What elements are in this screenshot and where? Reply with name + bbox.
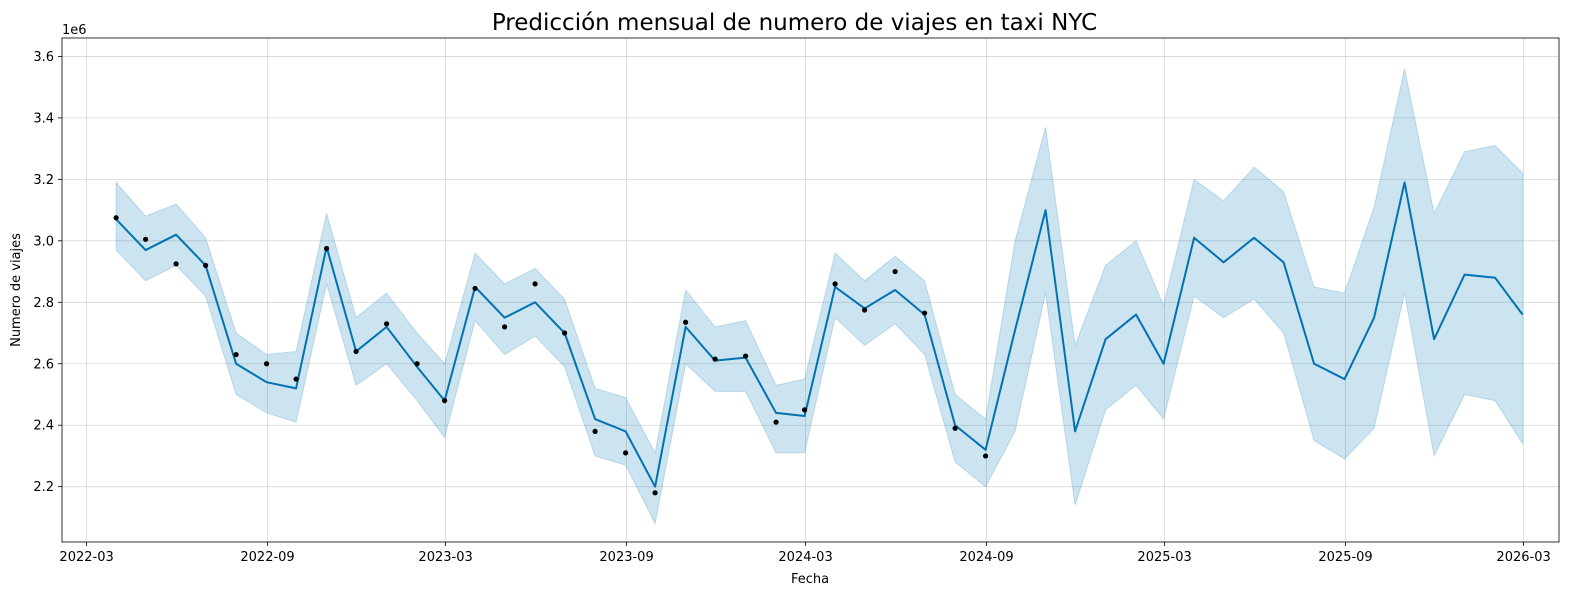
- x-tick-label: 2025-09: [1318, 550, 1372, 565]
- actual-data-point: [113, 215, 119, 221]
- actual-data-point: [323, 245, 330, 252]
- actual-data-point: [414, 361, 420, 367]
- y-axis-multiplier: 1e6: [62, 23, 87, 38]
- grid: [62, 38, 1559, 542]
- y-axis-label: Numero de viajes: [9, 233, 24, 347]
- uncertainty-band: [115, 68, 1524, 526]
- actual-data-point: [143, 236, 149, 242]
- x-tick-label: 2023-03: [418, 550, 472, 565]
- actual-data-point: [622, 450, 629, 456]
- y-tick-label: 2.4: [33, 419, 54, 434]
- actual-data-point: [742, 353, 749, 359]
- actual-data-point: [652, 490, 658, 496]
- x-axis-ticks: 2022-03 2022-09 2023-03 2023-09 2024-03 2024-…: [59, 542, 1551, 565]
- x-axis-label: Fecha: [791, 572, 829, 587]
- y-tick-label: 2.2: [33, 480, 54, 495]
- y-axis-ticks: 2.2 2.4 2.6 2.8 3.0 3.2 3.4 3.6: [33, 50, 62, 495]
- actual-data-point: [383, 321, 390, 327]
- y-tick-label: 3.4: [33, 111, 54, 126]
- actual-points: [113, 215, 989, 496]
- actual-data-point: [293, 376, 299, 382]
- actual-data-point: [921, 310, 928, 316]
- x-tick-label: 2024-09: [959, 550, 1013, 565]
- actual-data-point: [263, 361, 270, 367]
- x-tick-label: 2022-09: [240, 550, 294, 565]
- actual-data-point: [952, 425, 958, 431]
- forecast-line-layer: [115, 181, 1524, 488]
- axes: [61, 37, 1560, 543]
- x-tick-label: 2025-03: [1137, 550, 1191, 565]
- x-tick-label: 2022-03: [59, 550, 113, 565]
- actual-data-point: [532, 281, 538, 287]
- y-tick-label: 3.6: [33, 50, 54, 65]
- actual-data-point: [442, 398, 448, 404]
- actual-data-point: [892, 268, 898, 275]
- actual-data-point: [472, 285, 478, 292]
- actual-data-point: [233, 351, 239, 358]
- chart-title: Predicción mensual de numero de viajes e…: [492, 10, 1097, 36]
- actual-data-point: [562, 330, 568, 336]
- y-tick-label: 2.8: [33, 296, 54, 311]
- x-tick-label: 2024-03: [778, 550, 832, 565]
- confidence-interval-area: [115, 68, 1524, 526]
- actual-data-point: [982, 453, 989, 459]
- plot-frame: [61, 37, 1560, 543]
- actual-data-point: [862, 307, 868, 313]
- actual-data-point: [173, 261, 179, 267]
- actual-data-point: [502, 324, 508, 330]
- y-tick-label: 2.6: [33, 357, 54, 372]
- actual-data-point: [682, 319, 689, 325]
- actual-data-point: [203, 262, 209, 269]
- actual-data-point: [802, 407, 808, 413]
- x-tick-label: 2026-03: [1496, 550, 1550, 565]
- actual-data-point: [712, 356, 718, 362]
- actual-data-point: [592, 428, 598, 434]
- forecast-line: [115, 181, 1524, 488]
- actual-data-point: [773, 419, 779, 425]
- y-tick-label: 3.0: [33, 234, 54, 249]
- y-tick-label: 3.2: [33, 173, 54, 188]
- x-tick-label: 2023-09: [599, 550, 653, 565]
- actual-data-point: [832, 281, 838, 287]
- actual-data-point: [353, 348, 359, 355]
